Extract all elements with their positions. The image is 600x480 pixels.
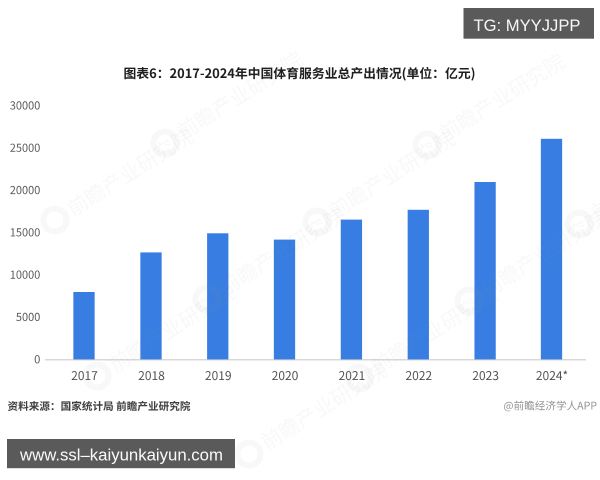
svg-text:TG: MYYJJPP: TG: MYYJJPP [474, 16, 581, 35]
svg-text:www.ssl–kaiyunkaiyun.com: www.ssl–kaiyunkaiyun.com [19, 446, 223, 465]
